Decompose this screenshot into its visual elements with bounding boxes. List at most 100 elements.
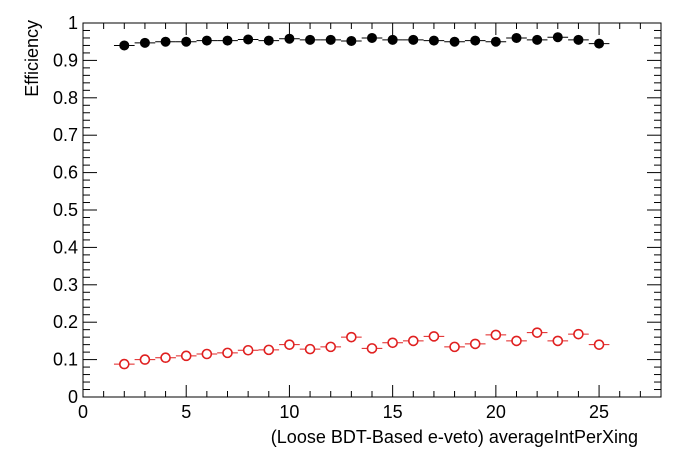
data-marker	[470, 35, 481, 46]
data-point	[568, 328, 589, 340]
x-tick-label: 0	[78, 402, 88, 422]
data-marker	[139, 37, 150, 48]
data-point	[444, 341, 465, 353]
data-marker	[305, 34, 316, 45]
y-tick-label: 1	[68, 13, 78, 33]
data-point	[237, 34, 259, 45]
data-point	[155, 36, 176, 47]
data-point	[279, 339, 300, 350]
data-marker	[263, 344, 275, 356]
data-marker	[242, 344, 254, 356]
data-point	[341, 331, 362, 343]
data-point	[258, 35, 280, 46]
data-marker	[469, 338, 481, 350]
data-marker	[532, 34, 543, 45]
data-point	[506, 335, 527, 347]
data-marker	[160, 36, 171, 47]
y-tick-label: 0.6	[53, 163, 78, 183]
data-point	[382, 34, 403, 45]
data-marker	[325, 341, 337, 353]
data-point	[402, 335, 424, 347]
data-marker	[408, 34, 419, 45]
data-marker	[428, 331, 440, 342]
data-marker	[552, 32, 563, 43]
x-tick-label: 15	[383, 402, 403, 422]
y-tick-label: 0	[68, 387, 78, 407]
data-marker	[119, 40, 130, 51]
data-marker	[201, 348, 213, 360]
data-marker	[366, 343, 378, 354]
data-point	[113, 358, 135, 370]
data-marker	[428, 35, 439, 46]
y-tick-label: 0.1	[53, 350, 78, 370]
x-tick-label: 10	[279, 402, 299, 422]
data-point	[320, 341, 342, 353]
data-marker	[387, 34, 398, 45]
data-marker	[222, 35, 233, 46]
data-point	[279, 33, 300, 44]
data-marker	[449, 36, 460, 47]
x-tick-label: 20	[486, 402, 506, 422]
data-point	[402, 34, 424, 45]
x-tick-label: 5	[181, 402, 191, 422]
data-point	[155, 352, 176, 364]
data-point	[134, 354, 156, 365]
data-point	[547, 32, 569, 43]
data-point	[526, 34, 548, 45]
y-tick-label: 0.7	[53, 125, 78, 145]
data-marker	[511, 32, 522, 43]
y-tick-label: 0.8	[53, 88, 78, 108]
axis-tick-labels: 0 5 10 15 20 25 0 0.1 0.2 0.3 0.4 0.5 0.6 0.7 0.8 0.9 1	[53, 13, 609, 422]
data-marker	[304, 343, 316, 355]
x-tick-label: 25	[589, 402, 609, 422]
y-tick-label: 0.2	[53, 312, 78, 332]
data-marker	[593, 339, 605, 350]
data-point	[258, 344, 280, 356]
data-point	[361, 32, 383, 43]
data-point	[217, 347, 238, 359]
data-marker	[552, 335, 564, 347]
data-marker	[160, 352, 171, 364]
data-marker	[180, 350, 192, 362]
data-marker	[387, 337, 398, 349]
data-point	[196, 35, 218, 46]
data-marker	[222, 347, 233, 359]
data-point	[361, 343, 383, 354]
data-point	[423, 35, 445, 46]
x-axis-title: (Loose BDT-Based e-veto) averageIntPerXi…	[271, 427, 638, 447]
data-marker	[449, 341, 460, 353]
data-marker	[573, 328, 584, 340]
data-marker	[201, 35, 212, 46]
data-marker	[284, 339, 295, 350]
data-point	[588, 339, 610, 350]
data-point	[526, 327, 548, 338]
data-marker	[346, 35, 357, 46]
data-marker	[490, 36, 501, 47]
data-marker	[531, 327, 543, 338]
data-point	[175, 36, 197, 47]
y-tick-label: 0.5	[53, 200, 78, 220]
data-point	[237, 344, 259, 356]
data-point	[485, 36, 507, 47]
data-marker	[346, 331, 357, 343]
y-tick-label: 0.9	[53, 50, 78, 70]
y-tick-label: 0.4	[53, 237, 78, 257]
data-point	[299, 343, 321, 355]
data-point	[547, 335, 569, 347]
data-point	[217, 35, 238, 46]
data-point	[444, 36, 465, 47]
data-point	[299, 34, 321, 45]
data-marker	[573, 34, 584, 45]
data-marker	[511, 335, 522, 347]
data-series	[113, 32, 610, 370]
series-1	[113, 32, 610, 51]
series-2	[113, 327, 610, 370]
data-point	[568, 34, 589, 45]
data-point	[485, 329, 507, 341]
data-point	[320, 34, 342, 45]
data-marker	[284, 33, 295, 44]
data-marker	[243, 34, 254, 45]
data-marker	[367, 32, 377, 43]
